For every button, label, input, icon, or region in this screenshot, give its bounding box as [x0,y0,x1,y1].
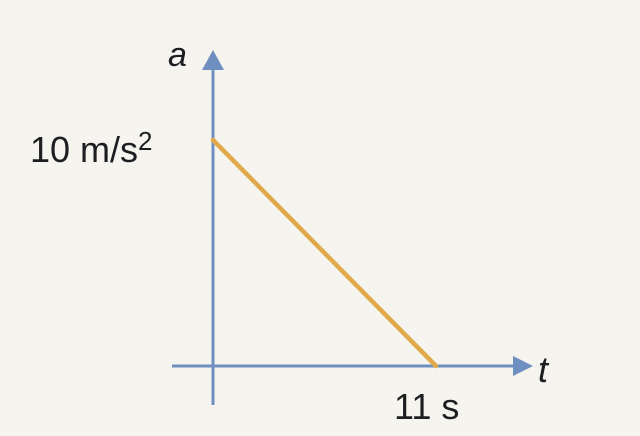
series-line-0 [210,137,439,369]
y-axis-arrowhead [202,50,224,70]
y-axis-label: a [168,36,187,74]
y-tick-label: 10 m/s2 [30,126,153,170]
series-layer [210,137,439,369]
y-tick-unit-exponent: 2 [138,126,152,156]
x-tick-label: 11 s [394,386,459,427]
y-tick-value: 10 m/s [30,129,138,170]
x-axis-label: t [538,349,550,390]
x-axis-arrowhead [513,356,533,376]
